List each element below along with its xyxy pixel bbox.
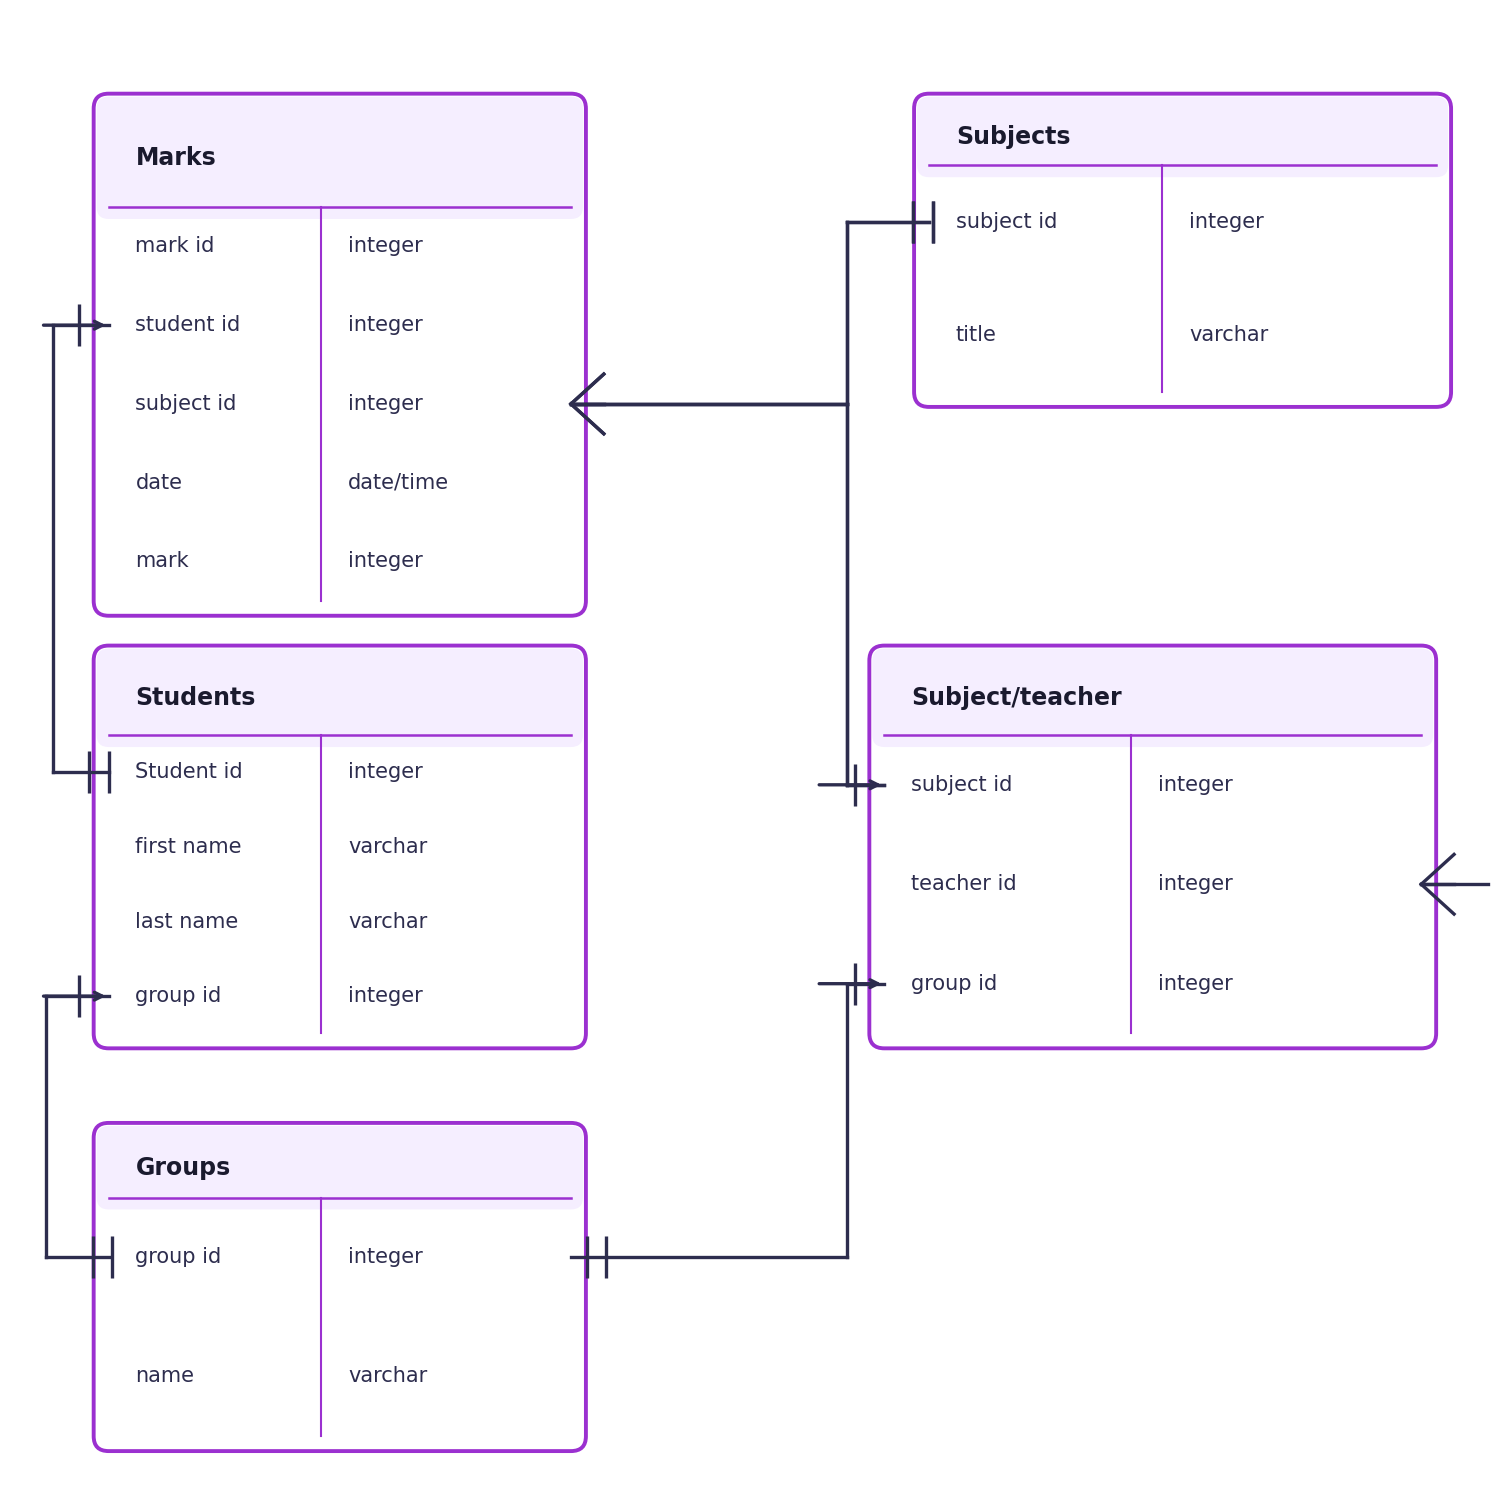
Text: integer: integer — [1158, 874, 1233, 894]
FancyBboxPatch shape — [93, 93, 586, 616]
Text: subject id: subject id — [135, 394, 237, 414]
Text: teacher id: teacher id — [910, 874, 1017, 894]
Text: name: name — [135, 1366, 195, 1386]
Text: varchar: varchar — [348, 912, 427, 932]
FancyBboxPatch shape — [96, 96, 584, 219]
Text: date/time: date/time — [348, 472, 450, 492]
Text: integer: integer — [1158, 776, 1233, 795]
Text: Student id: Student id — [135, 762, 243, 783]
Text: Groups: Groups — [135, 1155, 231, 1179]
FancyBboxPatch shape — [96, 1126, 584, 1209]
Text: integer: integer — [348, 762, 423, 783]
Text: mark: mark — [135, 552, 189, 572]
Text: first name: first name — [135, 837, 242, 856]
FancyBboxPatch shape — [870, 645, 1436, 1048]
Text: integer: integer — [348, 315, 423, 334]
Text: integer: integer — [348, 394, 423, 414]
Text: Subjects: Subjects — [956, 124, 1071, 148]
Text: subject id: subject id — [956, 211, 1058, 232]
Text: integer: integer — [348, 237, 423, 256]
Text: student id: student id — [135, 315, 240, 334]
Text: Subject/teacher: Subject/teacher — [910, 686, 1122, 709]
Text: date: date — [135, 472, 183, 492]
Text: subject id: subject id — [910, 776, 1013, 795]
FancyBboxPatch shape — [96, 648, 584, 747]
FancyBboxPatch shape — [873, 648, 1432, 747]
Text: varchar: varchar — [1190, 326, 1269, 345]
Text: integer: integer — [348, 1246, 423, 1268]
Text: integer: integer — [1158, 974, 1233, 993]
Text: group id: group id — [135, 1246, 222, 1268]
Text: Marks: Marks — [135, 146, 216, 170]
FancyBboxPatch shape — [914, 93, 1450, 407]
Text: group id: group id — [910, 974, 998, 993]
Text: integer: integer — [1190, 211, 1264, 232]
Text: integer: integer — [348, 552, 423, 572]
FancyBboxPatch shape — [93, 645, 586, 1048]
Text: varchar: varchar — [348, 837, 427, 856]
Text: integer: integer — [348, 986, 423, 1006]
Text: group id: group id — [135, 986, 222, 1006]
Text: last name: last name — [135, 912, 238, 932]
Text: Students: Students — [135, 686, 256, 709]
Text: mark id: mark id — [135, 237, 214, 256]
Text: varchar: varchar — [348, 1366, 427, 1386]
FancyBboxPatch shape — [916, 96, 1448, 177]
FancyBboxPatch shape — [93, 1124, 586, 1450]
Text: title: title — [956, 326, 996, 345]
